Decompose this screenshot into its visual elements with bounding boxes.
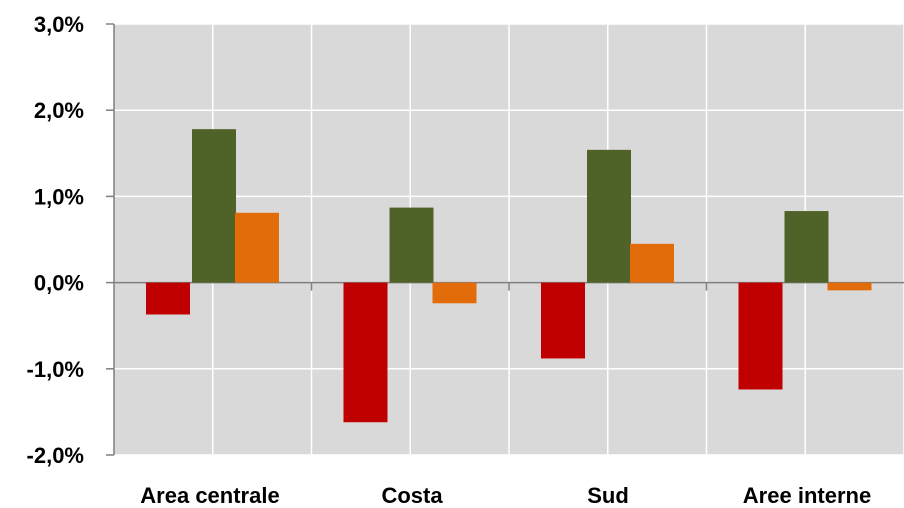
y-tick-label: 1,0% — [34, 184, 84, 209]
x-category-label: Sud — [587, 483, 629, 508]
y-tick-label: 2,0% — [34, 98, 84, 123]
bar-s2-area-centrale — [192, 129, 236, 283]
y-tick-label: -1,0% — [27, 357, 84, 382]
bar-s3-area-centrale — [235, 212, 279, 283]
x-category-label: Aree interne — [743, 483, 871, 508]
bar-s1-area-centrale — [146, 282, 190, 315]
y-tick-label: 3,0% — [34, 12, 84, 37]
bar-s1-aree-interne — [738, 282, 783, 390]
bar-s3-sud — [630, 243, 674, 283]
y-tick-label: -2,0% — [27, 443, 84, 468]
bar-s3-aree-interne — [827, 282, 872, 291]
x-category-label: Area centrale — [140, 483, 279, 508]
bars — [146, 129, 872, 423]
bar-s2-aree-interne — [784, 211, 829, 283]
x-category-label: Costa — [381, 483, 443, 508]
bar-s2-sud — [587, 149, 631, 283]
bar-s1-costa — [343, 282, 388, 423]
bar-s3-costa — [432, 282, 477, 304]
bar-s1-sud — [541, 282, 585, 359]
labels: 3,0% 2,0% 1,0% 0,0% -1,0% -2,0% Area centrale C… — [27, 12, 872, 508]
bar-s2-costa — [389, 207, 434, 283]
y-tick-label: 0,0% — [34, 271, 84, 296]
